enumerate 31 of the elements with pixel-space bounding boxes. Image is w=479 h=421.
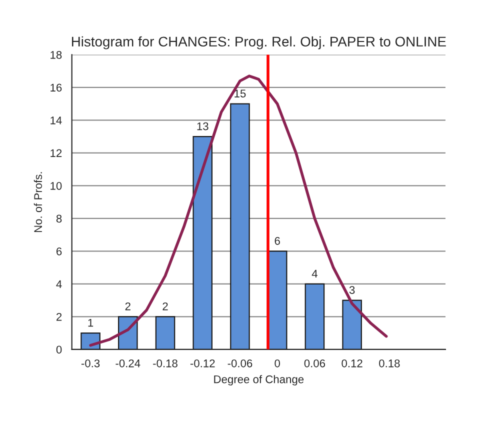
chart-title: Histogram for CHANGES: Prog. Rel. Obj. PAPER to ONLINE [72,36,446,50]
data-label: 4 [312,270,318,278]
y-tick-label: 8 [56,214,62,223]
x-tick-label: -0.18 [153,359,178,368]
x-tick-label: -0.24 [116,359,140,368]
x-tick-label: -0.06 [228,359,252,368]
x-tick-label: 0.18 [379,359,400,368]
y-tick-label: 18 [50,50,62,59]
data-label: 15 [234,90,246,98]
x-tick-label: 0.12 [342,359,362,368]
y-axis-title: No. of Profs. [34,172,42,232]
data-label: 2 [162,302,168,310]
x-tick-label: -0.12 [190,359,215,368]
data-label: 13 [197,122,208,130]
data-label: 3 [349,286,355,294]
y-tick-label: 10 [50,182,62,190]
x-tick-label: 0 [274,359,280,368]
y-tick-label: 16 [50,84,62,92]
data-label: 1 [88,318,94,327]
y-tick-label: 4 [56,280,62,288]
line-series [89,74,388,347]
data-label: 2 [125,302,130,310]
y-tick-label: 12 [50,149,62,157]
x-tick-label: -0.3 [81,359,100,368]
x-axis-title: Degree of Change [214,375,304,386]
y-tick-label: 2 [56,312,62,321]
x-tick-label: 0.06 [304,359,326,368]
y-tick-label: 0 [56,346,62,354]
data-label: 6 [274,236,280,245]
y-tick-label: 6 [56,247,62,256]
y-tick-label: 14 [50,116,62,124]
